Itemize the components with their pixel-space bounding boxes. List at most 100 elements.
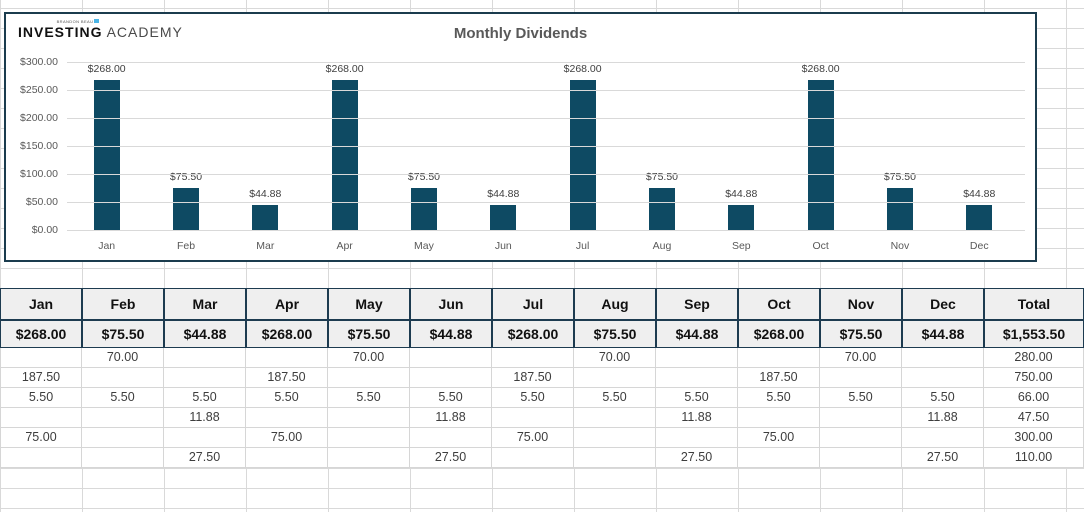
- table-cell[interactable]: [574, 368, 656, 388]
- table-cell[interactable]: [574, 428, 656, 448]
- dividend-chart[interactable]: BRANDON BEAU INVESTING ACADEMY Monthly D…: [4, 12, 1037, 262]
- table-cell[interactable]: [246, 448, 328, 468]
- table-cell[interactable]: 27.50: [164, 448, 246, 468]
- table-cell[interactable]: 70.00: [820, 348, 902, 368]
- table-cell[interactable]: [492, 348, 574, 368]
- table-cell[interactable]: [738, 408, 820, 428]
- bar-jul[interactable]: [569, 79, 596, 230]
- table-cell[interactable]: [82, 448, 164, 468]
- table-cell[interactable]: [902, 428, 984, 448]
- table-cell[interactable]: [656, 368, 738, 388]
- table-cell[interactable]: 27.50: [656, 448, 738, 468]
- table-total-cell[interactable]: $44.88: [164, 320, 246, 348]
- table-header-cell[interactable]: Total: [984, 288, 1084, 320]
- table-cell[interactable]: 5.50: [0, 388, 82, 408]
- table-cell[interactable]: 11.88: [164, 408, 246, 428]
- table-cell[interactable]: 750.00: [984, 368, 1084, 388]
- table-cell[interactable]: 5.50: [656, 388, 738, 408]
- table-cell[interactable]: 187.50: [0, 368, 82, 388]
- table-cell[interactable]: [820, 428, 902, 448]
- table-cell[interactable]: [820, 368, 902, 388]
- table-total-cell[interactable]: $75.50: [574, 320, 656, 348]
- table-header-cell[interactable]: Aug: [574, 288, 656, 320]
- bar-nov[interactable]: [886, 187, 913, 230]
- table-cell[interactable]: [574, 448, 656, 468]
- table-total-cell[interactable]: $268.00: [0, 320, 82, 348]
- bar-jun[interactable]: [490, 204, 517, 230]
- table-cell[interactable]: 75.00: [738, 428, 820, 448]
- table-cell[interactable]: [410, 428, 492, 448]
- table-cell[interactable]: [0, 348, 82, 368]
- bar-feb[interactable]: [172, 187, 199, 230]
- table-cell[interactable]: 5.50: [246, 388, 328, 408]
- table-header-cell[interactable]: Feb: [82, 288, 164, 320]
- table-cell[interactable]: [328, 428, 410, 448]
- table-header-cell[interactable]: Jan: [0, 288, 82, 320]
- bar-mar[interactable]: [252, 204, 279, 230]
- table-cell[interactable]: 187.50: [492, 368, 574, 388]
- table-cell[interactable]: 5.50: [492, 388, 574, 408]
- table-cell[interactable]: [492, 448, 574, 468]
- table-total-cell[interactable]: $268.00: [738, 320, 820, 348]
- table-cell[interactable]: 5.50: [902, 388, 984, 408]
- table-total-cell[interactable]: $44.88: [410, 320, 492, 348]
- table-total-cell[interactable]: $75.50: [328, 320, 410, 348]
- table-cell[interactable]: 11.88: [656, 408, 738, 428]
- table-cell[interactable]: 5.50: [164, 388, 246, 408]
- table-cell[interactable]: 47.50: [984, 408, 1084, 428]
- bar-oct[interactable]: [807, 79, 834, 230]
- table-header-cell[interactable]: Dec: [902, 288, 984, 320]
- table-header-cell[interactable]: Jul: [492, 288, 574, 320]
- table-cell[interactable]: [902, 348, 984, 368]
- table-cell[interactable]: 5.50: [820, 388, 902, 408]
- table-total-cell[interactable]: $1,553.50: [984, 320, 1084, 348]
- table-total-cell[interactable]: $75.50: [820, 320, 902, 348]
- table-header-cell[interactable]: Apr: [246, 288, 328, 320]
- table-total-cell[interactable]: $44.88: [656, 320, 738, 348]
- table-cell[interactable]: [820, 448, 902, 468]
- table-cell[interactable]: [492, 408, 574, 428]
- table-cell[interactable]: [656, 428, 738, 448]
- table-header-cell[interactable]: Oct: [738, 288, 820, 320]
- table-cell[interactable]: [738, 348, 820, 368]
- table-cell[interactable]: [410, 368, 492, 388]
- table-header-cell[interactable]: Mar: [164, 288, 246, 320]
- table-cell[interactable]: 75.00: [0, 428, 82, 448]
- table-cell[interactable]: [82, 428, 164, 448]
- table-total-cell[interactable]: $44.88: [902, 320, 984, 348]
- bar-aug[interactable]: [648, 187, 675, 230]
- table-cell[interactable]: [656, 348, 738, 368]
- table-cell[interactable]: 5.50: [574, 388, 656, 408]
- table-cell[interactable]: 75.00: [492, 428, 574, 448]
- table-header-cell[interactable]: Sep: [656, 288, 738, 320]
- table-cell[interactable]: [328, 448, 410, 468]
- table-cell[interactable]: 66.00: [984, 388, 1084, 408]
- table-cell[interactable]: 280.00: [984, 348, 1084, 368]
- table-cell[interactable]: 187.50: [738, 368, 820, 388]
- table-header-cell[interactable]: May: [328, 288, 410, 320]
- table-cell[interactable]: [328, 368, 410, 388]
- table-total-cell[interactable]: $268.00: [492, 320, 574, 348]
- bar-may[interactable]: [410, 187, 437, 230]
- table-cell[interactable]: [164, 428, 246, 448]
- table-total-cell[interactable]: $75.50: [82, 320, 164, 348]
- table-cell[interactable]: 5.50: [410, 388, 492, 408]
- table-cell[interactable]: [410, 348, 492, 368]
- bar-jan[interactable]: [93, 79, 120, 230]
- table-cell[interactable]: [246, 348, 328, 368]
- table-cell[interactable]: 11.88: [902, 408, 984, 428]
- table-cell[interactable]: 187.50: [246, 368, 328, 388]
- table-cell[interactable]: [246, 408, 328, 428]
- table-cell[interactable]: [82, 408, 164, 428]
- table-cell[interactable]: 11.88: [410, 408, 492, 428]
- table-cell[interactable]: 27.50: [410, 448, 492, 468]
- table-cell[interactable]: [328, 408, 410, 428]
- table-cell[interactable]: [0, 408, 82, 428]
- table-cell[interactable]: [164, 348, 246, 368]
- table-cell[interactable]: 27.50: [902, 448, 984, 468]
- table-cell[interactable]: [0, 448, 82, 468]
- table-cell[interactable]: 70.00: [328, 348, 410, 368]
- bar-dec[interactable]: [966, 204, 993, 230]
- table-cell[interactable]: 75.00: [246, 428, 328, 448]
- table-cell[interactable]: 5.50: [328, 388, 410, 408]
